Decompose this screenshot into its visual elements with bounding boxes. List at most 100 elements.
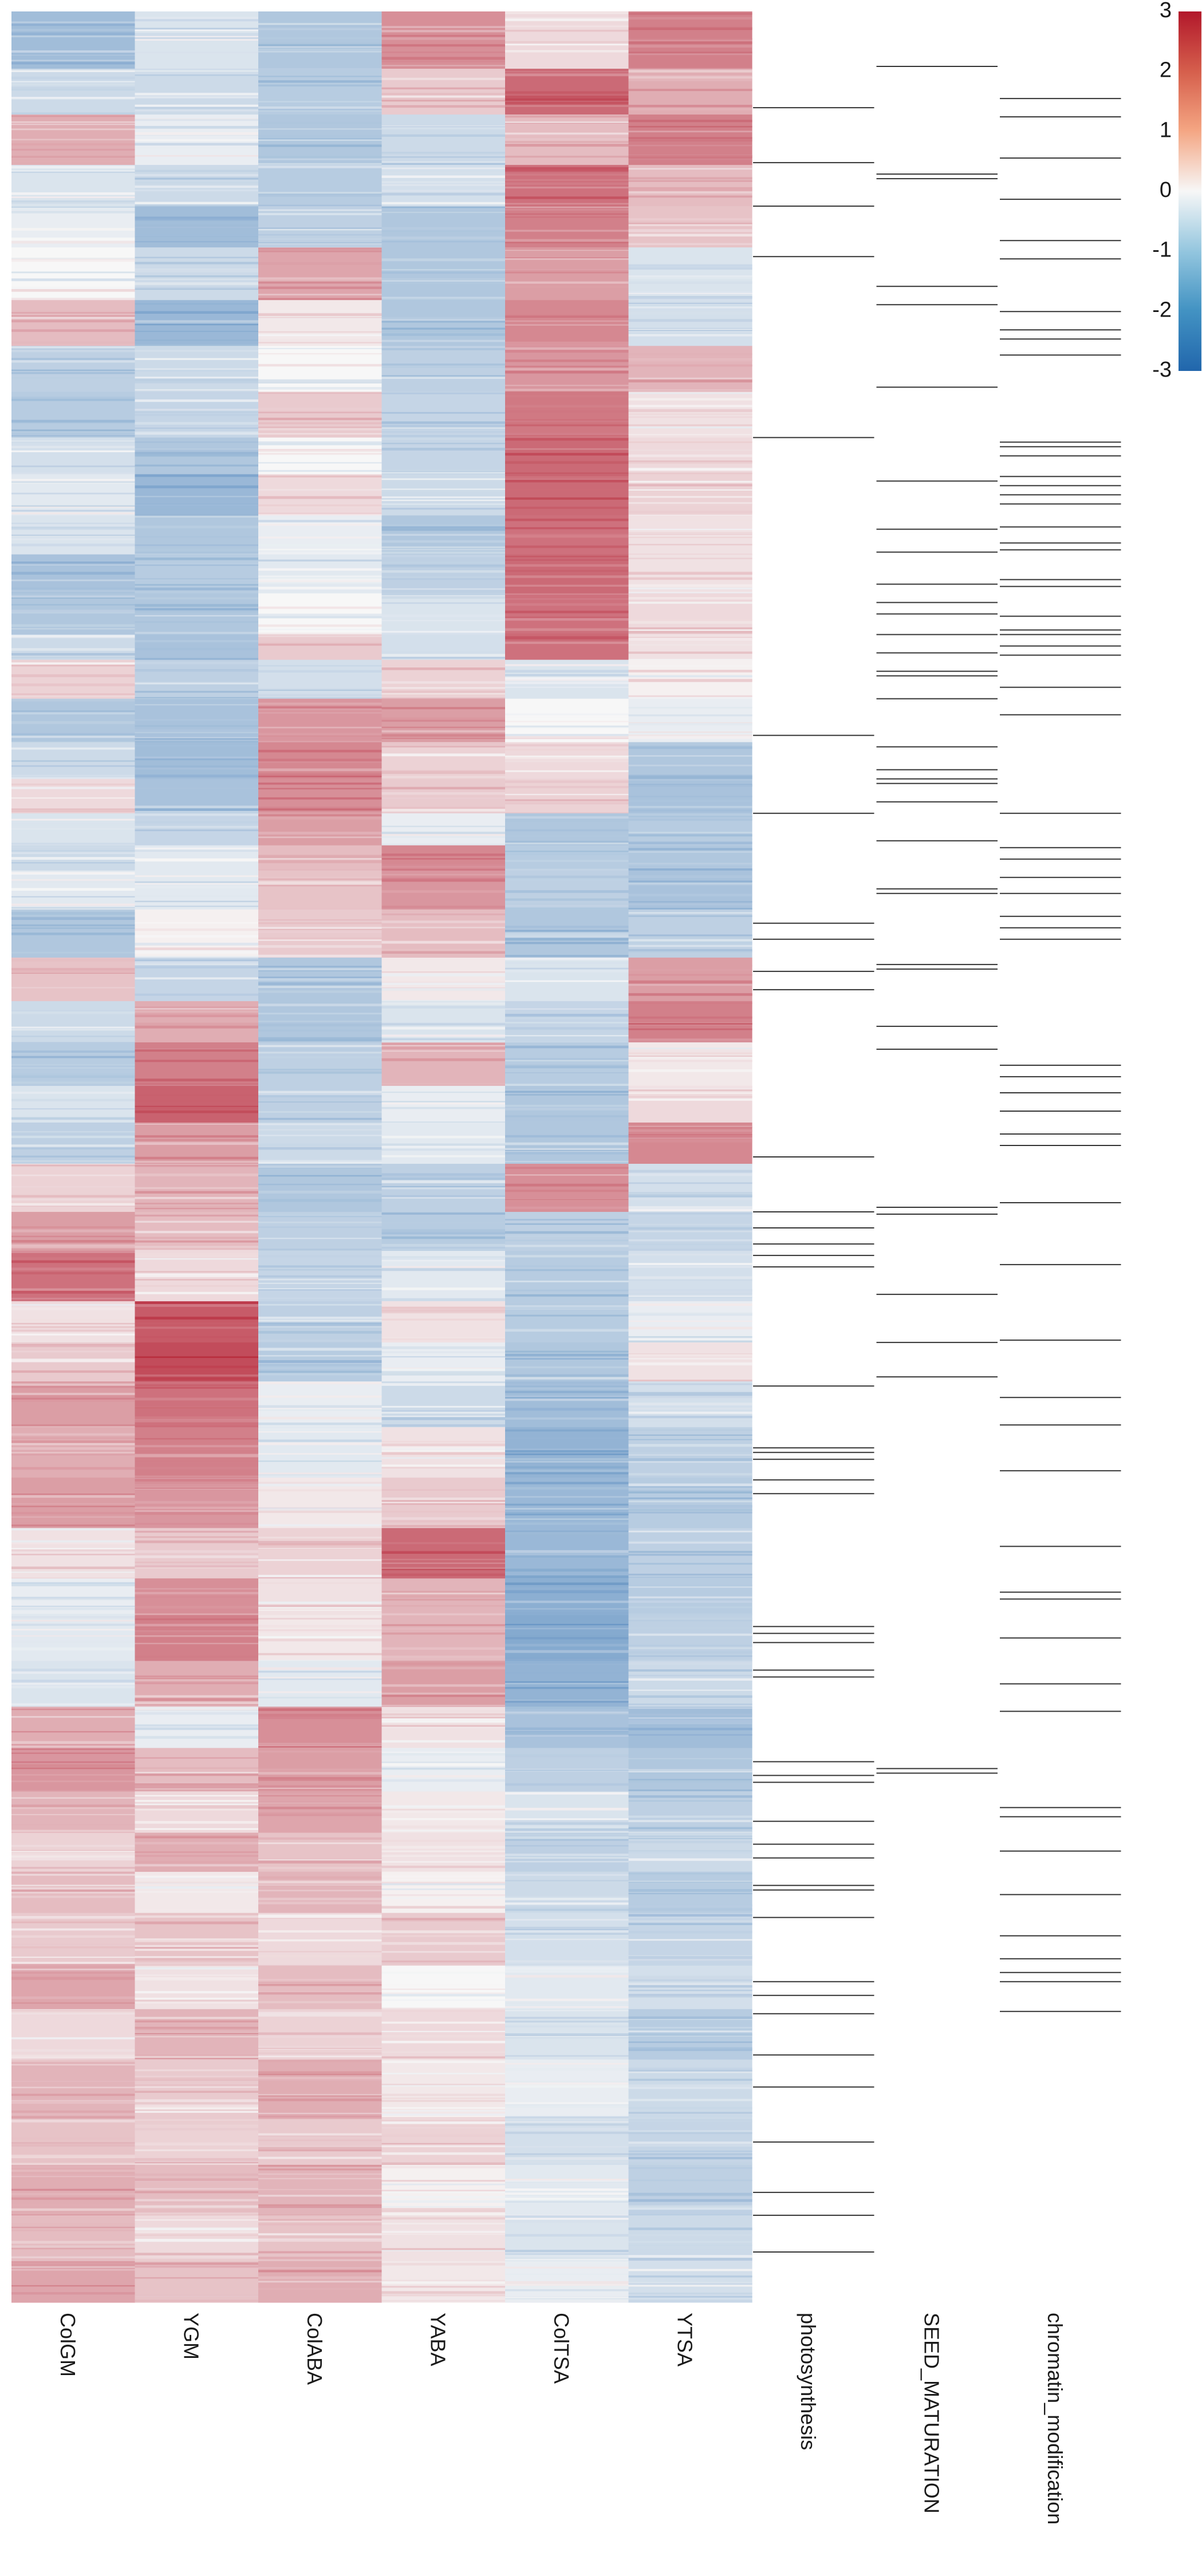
heatmap-row-stripe: [11, 506, 136, 508]
heatmap-row-stripe: [628, 126, 752, 128]
heatmap-row-stripe: [11, 986, 136, 989]
heatmap-cell-coltsa: [505, 437, 629, 475]
heatmap-row-stripe: [628, 2107, 752, 2109]
heatmap-row-stripe: [11, 1623, 136, 1626]
heatmap-row-stripe: [628, 535, 752, 537]
heatmap-row-stripe: [11, 1028, 136, 1031]
heatmap-row-stripe: [505, 2121, 629, 2123]
heatmap-row-stripe: [258, 1370, 383, 1373]
heatmap-row-stripe: [258, 2093, 383, 2096]
heatmap-row-stripe: [505, 2103, 629, 2106]
heatmap-row-stripe: [11, 1155, 136, 1158]
heatmap-row-stripe: [135, 1767, 259, 1769]
heatmap-row-stripe: [505, 955, 629, 957]
heatmap-row-stripe: [505, 370, 629, 374]
heatmap-row-stripe: [258, 1992, 383, 1995]
heatmap-cell-colaba: [258, 1122, 383, 1164]
heatmap-row-stripe: [381, 1405, 506, 1408]
heatmap-row-stripe: [628, 875, 752, 878]
heatmap-row-stripe: [11, 712, 136, 714]
heatmap-row-stripe: [135, 697, 259, 699]
heatmap-row-stripe: [11, 360, 136, 363]
heatmap-row-stripe: [258, 1190, 383, 1194]
heatmap-cells: [11, 11, 752, 2303]
heatmap-row-stripe: [135, 604, 259, 607]
heatmap-row-stripe: [11, 1671, 136, 1674]
heatmap-row-stripe: [381, 93, 506, 95]
heatmap-row-stripe: [381, 1446, 506, 1449]
heatmap-cell-ygm: [135, 845, 259, 871]
heatmap-row-stripe: [135, 504, 259, 506]
heatmap-row-stripe: [381, 1656, 506, 1658]
heatmap-row-stripe: [135, 1958, 259, 1961]
heatmap-row-stripe: [258, 156, 383, 159]
heatmap-cell-coltsa: [505, 957, 629, 1002]
heatmap-row-stripe: [135, 1531, 259, 1533]
heatmap-row-stripe: [258, 42, 383, 45]
heatmap-row-stripe: [505, 169, 629, 172]
heatmap-row-stripe: [628, 195, 752, 198]
heatmap-row-stripe: [628, 405, 752, 408]
heatmap-row-stripe: [505, 420, 629, 422]
heatmap-row-stripe: [135, 1909, 259, 1911]
heatmap-row-stripe: [628, 1396, 752, 1398]
heatmap-row-stripe: [505, 749, 629, 751]
heatmap-row-stripe: [628, 1206, 752, 1209]
heatmap-row-stripe: [135, 256, 259, 259]
heatmap-row-stripe: [135, 270, 259, 272]
heatmap-row-stripe: [381, 320, 506, 323]
heatmap-row-stripe: [135, 1962, 259, 1965]
heatmap-row-stripe: [381, 1155, 506, 1157]
heatmap-row-stripe: [628, 120, 752, 123]
column-label-photosynthesis: photosynthesis: [797, 2313, 820, 2450]
heatmap-row-stripe: [258, 392, 383, 394]
heatmap-row-stripe: [258, 23, 383, 25]
heatmap-row-stripe: [628, 2069, 752, 2072]
heatmap-row-stripe: [381, 1101, 506, 1103]
heatmap-row-stripe: [628, 841, 752, 844]
heatmap-row-stripe: [11, 2163, 136, 2166]
heatmap-row-stripe: [628, 2035, 752, 2037]
heatmap-row-stripe: [628, 1500, 752, 1503]
color-legend-bar: [1179, 11, 1201, 371]
heatmap-row-stripe: [258, 1322, 383, 1325]
heatmap-row-stripe: [11, 710, 136, 712]
heatmap-row-stripe: [135, 278, 259, 280]
heatmap-row-stripe: [505, 272, 629, 274]
heatmap-row-stripe: [505, 1135, 629, 1137]
heatmap-row-stripe: [11, 733, 136, 736]
heatmap-row-stripe: [628, 137, 752, 139]
heatmap-row-stripe: [381, 258, 506, 262]
heatmap-row-stripe: [258, 708, 383, 710]
heatmap-row-stripe: [135, 1506, 259, 1510]
heatmap-row-stripe: [381, 278, 506, 281]
heatmap-cell-yaba: [381, 1042, 506, 1086]
heatmap-row-stripe: [628, 571, 752, 575]
heatmap-row-stripe: [505, 2283, 629, 2286]
heatmap-row-stripe: [381, 866, 506, 868]
heatmap-row-stripe: [11, 797, 136, 799]
heatmap-row-stripe: [135, 2180, 259, 2182]
heatmap-row-stripe: [628, 392, 752, 394]
heatmap-row-stripe: [381, 564, 506, 566]
heatmap-row-stripe: [135, 1078, 259, 1082]
heatmap-cell-colaba: [258, 1706, 383, 1749]
heatmap-row-stripe: [135, 812, 259, 814]
heatmap-row-stripe: [505, 681, 629, 685]
heatmap-row-stripe: [505, 934, 629, 938]
heatmap-row-stripe: [135, 745, 259, 746]
heatmap-row-stripe: [258, 80, 383, 83]
heatmap-row-stripe: [505, 2201, 629, 2203]
heatmap-row-stripe: [628, 243, 752, 246]
heatmap-row-block: [11, 2119, 752, 2167]
heatmap-row-stripe: [628, 1674, 752, 1677]
heatmap-row-stripe: [258, 1123, 383, 1125]
heatmap-row-stripe: [135, 216, 259, 219]
heatmap-row-stripe: [11, 862, 136, 864]
heatmap-row-stripe: [505, 1967, 629, 1970]
heatmap-row-stripe: [11, 1056, 136, 1058]
heatmap-row-stripe: [505, 1437, 629, 1440]
heatmap-row-stripe: [11, 2080, 136, 2083]
heatmap-row-stripe: [381, 1002, 506, 1005]
heatmap-cell-ytsa: [628, 1085, 752, 1123]
